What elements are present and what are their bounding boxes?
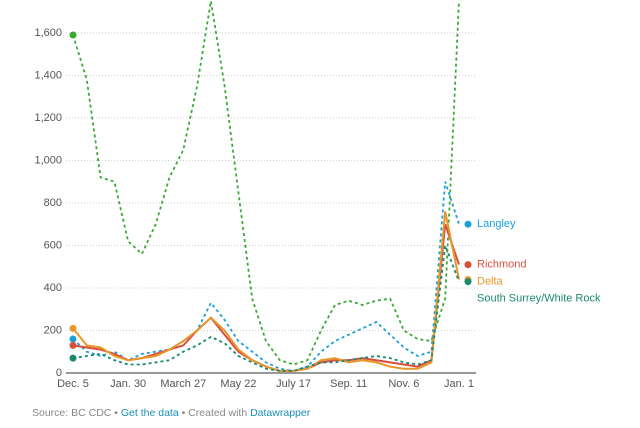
brand-link[interactable]: Datawrapper xyxy=(250,407,311,419)
x-tick-label: Nov. 6 xyxy=(388,378,419,390)
legend-label: Delta xyxy=(477,275,504,287)
x-tick-label: Jan. 30 xyxy=(110,378,146,390)
y-tick-label: 400 xyxy=(44,282,62,294)
x-tick-label: Dec. 5 xyxy=(57,378,89,390)
start-dot xyxy=(69,31,77,39)
x-tick-label: July 17 xyxy=(276,378,311,390)
data-link[interactable]: Get the data xyxy=(120,407,179,419)
series-line xyxy=(72,211,460,372)
separator: • xyxy=(114,407,118,419)
series-line xyxy=(72,245,460,372)
x-tick-label: March 27 xyxy=(160,378,206,390)
x-tick-label: Sep. 11 xyxy=(330,378,367,390)
y-tick-label: 200 xyxy=(44,324,62,336)
separator: • xyxy=(181,407,186,419)
x-tick-label: May 22 xyxy=(220,378,256,390)
legend-label: South Surrey/White Rock xyxy=(477,292,601,304)
y-tick-label: 1,000 xyxy=(34,154,62,166)
start-dot xyxy=(69,341,77,349)
start-dot xyxy=(69,335,77,343)
credit: Created with xyxy=(188,407,248,419)
legend-label: Langley xyxy=(477,218,516,230)
end-dot xyxy=(464,278,472,286)
x-tick-label: Jan. 1 xyxy=(444,378,474,390)
start-dot xyxy=(69,324,77,332)
y-tick-label: 1,200 xyxy=(34,112,62,124)
series-line xyxy=(72,223,460,372)
series-line xyxy=(72,181,460,372)
chart: 0 200 400 600 800 1,000 1,200 1,400 1,600 Dec. 5 J… xyxy=(34,0,601,390)
series-line xyxy=(72,0,460,366)
source: Source: BC CDC xyxy=(32,407,112,419)
end-dot xyxy=(464,220,472,228)
y-tick-label: 600 xyxy=(44,239,62,251)
y-tick-label: 1,400 xyxy=(34,69,62,81)
y-tick-label: 0 xyxy=(56,367,62,379)
footer: Source: BC CDC • Get the data • Created … xyxy=(32,407,310,419)
end-dot xyxy=(464,261,472,269)
start-dot xyxy=(69,354,77,362)
y-tick-label: 800 xyxy=(44,197,62,209)
y-tick-label: 1,600 xyxy=(34,27,62,39)
legend-label: Richmond xyxy=(477,258,527,270)
